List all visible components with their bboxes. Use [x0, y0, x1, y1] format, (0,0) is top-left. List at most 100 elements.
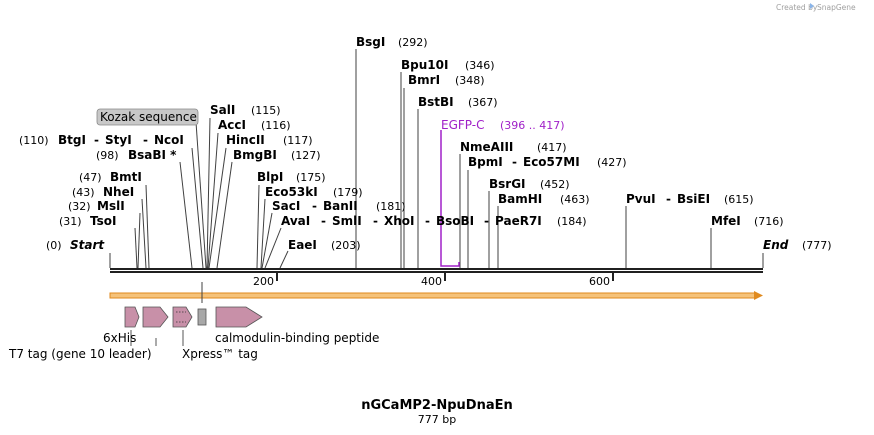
site-msli-pos: (32) — [68, 200, 91, 213]
site-bstbi[interactable]: BstBI — [418, 95, 454, 109]
site-bpu10i-pos: (346) — [465, 59, 495, 72]
egfp-range: (396 .. 417) — [500, 119, 565, 132]
site-mfei[interactable]: MfeI — [711, 214, 741, 228]
site-acci-pos: (116) — [261, 119, 291, 132]
his-tag-label: 6xHis — [103, 331, 136, 345]
site-blpi[interactable]: BlpI — [257, 170, 283, 184]
his-tag-arrow[interactable] — [124, 306, 140, 328]
site-avai-sep2: - — [373, 214, 378, 228]
t7-tag-arrow[interactable] — [142, 306, 169, 328]
cbp-arrow[interactable] — [215, 306, 263, 328]
site-bsabi-pos: (98) — [96, 149, 119, 162]
site-bmti[interactable]: BmtI — [110, 170, 142, 184]
site-eaei-pos: (203) — [331, 239, 361, 252]
site-smli[interactable]: SmlI — [332, 214, 362, 228]
xpress-label: Xpress™ tag — [182, 347, 258, 361]
site-bamhi-pos: (463) — [560, 193, 590, 206]
orf-arrowhead — [754, 291, 763, 300]
ruler-200: 200 — [253, 275, 274, 288]
site-paer7i[interactable]: PaeR7I — [495, 214, 542, 228]
site-nhei[interactable]: NheI — [103, 185, 134, 199]
snapgene-logo-icon — [810, 3, 814, 9]
site-styi[interactable]: StyI — [105, 133, 132, 147]
site-bpmi-sep: - — [512, 155, 517, 169]
site-blpi-pos: (175) — [296, 171, 326, 184]
site-sali[interactable]: SalI — [210, 103, 235, 117]
site-bmgbi-pos: (127) — [291, 149, 321, 162]
site-btgi[interactable]: BtgI — [58, 133, 86, 147]
site-avai[interactable]: AvaI — [281, 214, 310, 228]
site-bpmi[interactable]: BpmI — [468, 155, 503, 169]
kozak-label-box[interactable] — [96, 108, 199, 126]
site-nhei-pos: (43) — [72, 186, 95, 199]
site-nmeaiii-pos: (417) — [537, 141, 567, 154]
site-bstbi-pos: (367) — [468, 96, 498, 109]
site-bsiei[interactable]: BsiEI — [677, 192, 710, 206]
site-msli[interactable]: MslI — [97, 199, 125, 213]
site-hincii[interactable]: HincII — [226, 133, 265, 147]
site-bmri[interactable]: BmrI — [408, 73, 440, 87]
site-avai-sep1: - — [321, 214, 326, 228]
ruler-400: 400 — [421, 275, 442, 288]
site-start[interactable]: Start — [70, 238, 105, 252]
cbp-label: calmodulin-binding peptide — [215, 331, 379, 345]
site-ncoi[interactable]: NcoI — [154, 133, 184, 147]
site-acci[interactable]: AccI — [218, 118, 246, 132]
site-pvui[interactable]: PvuI — [626, 192, 656, 206]
map-title: nGCaMP2-NpuDnaEn — [361, 398, 513, 413]
site-start-pos: (0) — [46, 239, 62, 252]
snapgene-logo-text: SnapGene — [817, 3, 856, 12]
site-bsabi[interactable]: BsaBI * — [128, 148, 177, 162]
xpress-arrow[interactable] — [172, 306, 193, 328]
site-bsrgi[interactable]: BsrGI — [489, 177, 526, 191]
site-bmgbi[interactable]: BmgBI — [233, 148, 277, 162]
site-tsoi[interactable]: TsoI — [90, 214, 116, 228]
site-bsgi-pos: (292) — [398, 36, 428, 49]
site-eaei[interactable]: EaeI — [288, 238, 317, 252]
leader-lines — [109, 49, 764, 269]
site-btgi-sep1: - — [94, 133, 99, 147]
site-avai-sep4: - — [484, 214, 489, 228]
orf-bar[interactable] — [109, 292, 757, 299]
site-btgi-sep2: - — [143, 133, 148, 147]
site-bsgi[interactable]: BsgI — [356, 35, 385, 49]
kozak-box-feature[interactable] — [197, 308, 207, 326]
site-bmti-pos: (47) — [79, 171, 102, 184]
site-eco53ki[interactable]: Eco53kI — [265, 185, 318, 199]
kozak-label: Kozak sequence — [100, 110, 197, 124]
site-saci-pos: (181) — [376, 200, 406, 213]
ruler-600: 600 — [589, 275, 610, 288]
site-pvui-sep: - — [666, 192, 671, 206]
ruler-ticks — [276, 273, 614, 281]
site-tsoi-pos: (31) — [59, 215, 82, 228]
site-bsobi[interactable]: BsoBI — [436, 214, 474, 228]
site-bpu10i[interactable]: Bpu10I — [401, 58, 448, 72]
site-xhoi[interactable]: XhoI — [384, 214, 415, 228]
site-eco53ki-pos: (179) — [333, 186, 363, 199]
site-bamhi[interactable]: BamHI — [498, 192, 542, 206]
site-saci-sep: - — [312, 199, 317, 213]
site-mfei-pos: (716) — [754, 215, 784, 228]
site-end-pos: (777) — [802, 239, 832, 252]
site-end[interactable]: End — [763, 238, 789, 252]
egfp-label: EGFP-C — [441, 118, 484, 132]
site-banii[interactable]: BanII — [323, 199, 358, 213]
site-sali-pos: (115) — [251, 104, 281, 117]
site-bmri-pos: (348) — [455, 74, 485, 87]
site-eco57mi[interactable]: Eco57MI — [523, 155, 580, 169]
site-avai-pos: (184) — [557, 215, 587, 228]
map-length: 777 bp — [418, 413, 456, 426]
site-pvui-pos: (615) — [724, 193, 754, 206]
egfp-bracket — [440, 130, 460, 267]
site-saci[interactable]: SacI — [272, 199, 300, 213]
t7-tag-label: T7 tag (gene 10 leader) — [8, 347, 152, 361]
feature-connectors — [130, 330, 184, 346]
site-avai-sep3: - — [425, 214, 430, 228]
site-bpmi-pos: (427) — [597, 156, 627, 169]
site-hincii-pos: (117) — [283, 134, 313, 147]
site-nmeaiii[interactable]: NmeAIII — [460, 140, 513, 154]
created-by-text: Created by — [776, 3, 818, 12]
site-btgi-pos: (110) — [19, 134, 49, 147]
